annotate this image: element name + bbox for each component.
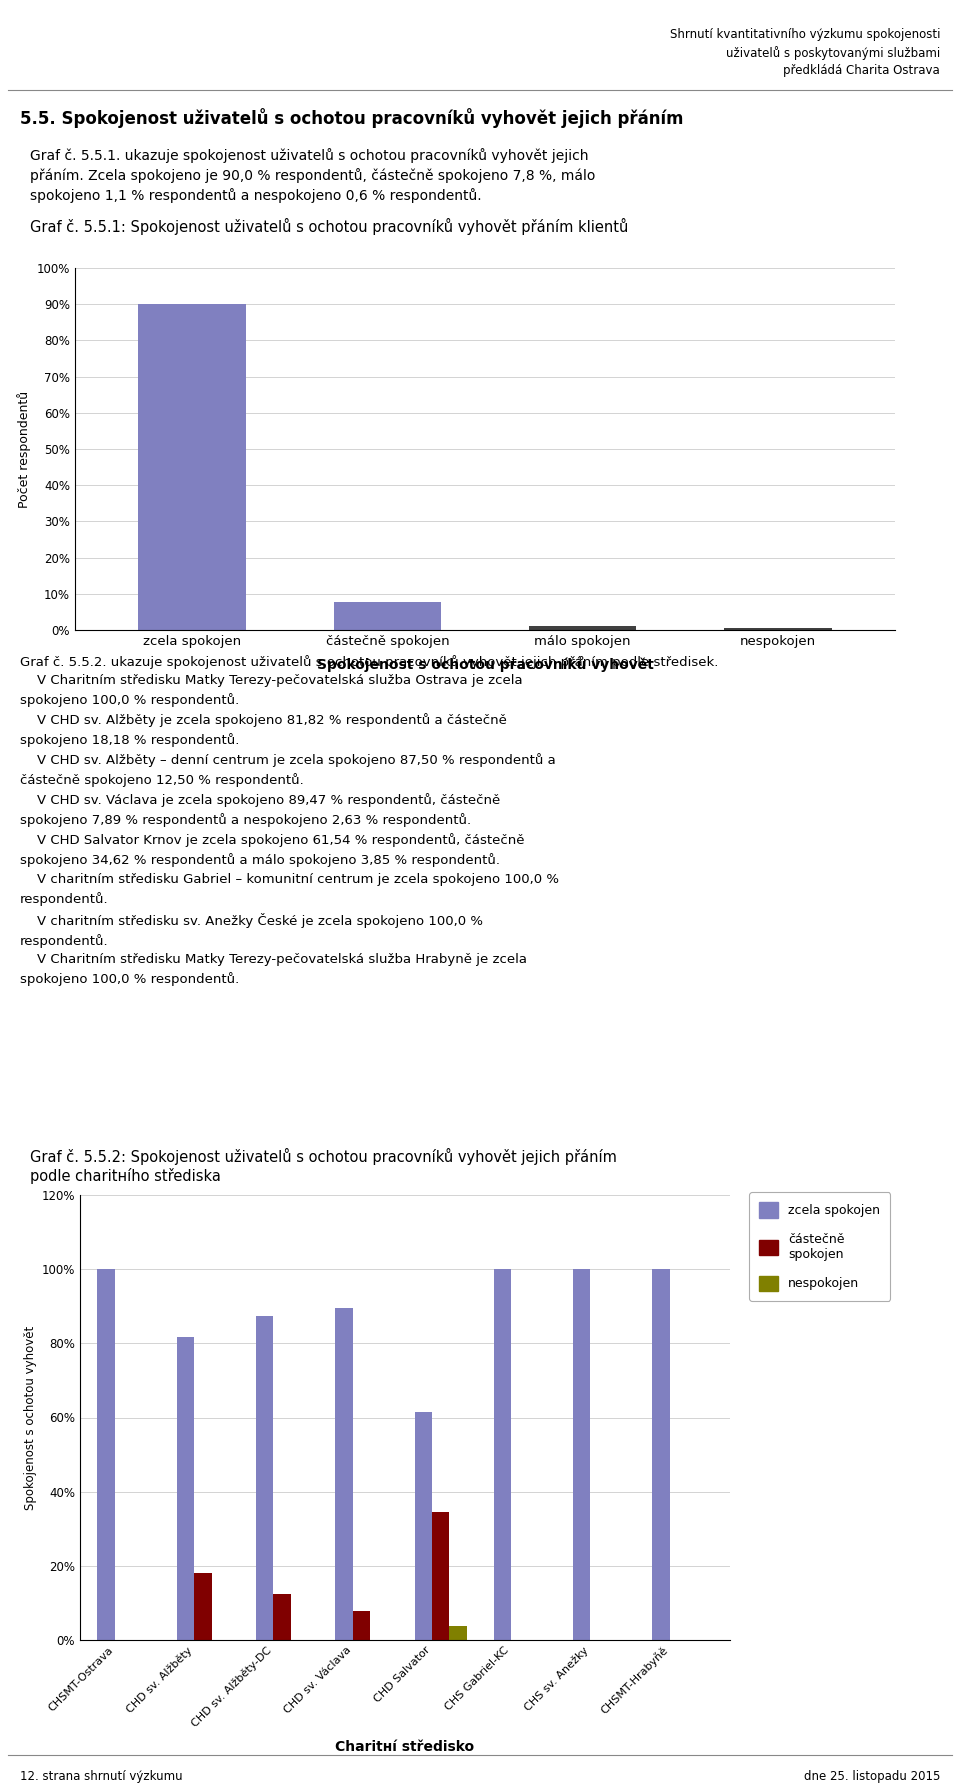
- Bar: [432, 1511, 449, 1640]
- Text: uživatelů s poskytovanými službami: uživatelů s poskytovanými službami: [726, 46, 940, 61]
- Bar: [256, 1316, 274, 1640]
- Bar: [97, 1270, 115, 1640]
- Bar: [724, 629, 831, 630]
- Legend: zcela spokojen, částečně
spokojen, nespokojen: zcela spokojen, částečně spokojen, nespo…: [749, 1193, 890, 1300]
- Text: 12. strana shrnutí výzkumu: 12. strana shrnutí výzkumu: [20, 1770, 182, 1782]
- Text: Graf č. 5.5.1. ukazuje spokojenost uživatelů s ochotou pracovníků vyhovět jejich: Graf č. 5.5.1. ukazuje spokojenost uživa…: [30, 148, 588, 163]
- Bar: [529, 627, 636, 630]
- Bar: [138, 304, 246, 630]
- Bar: [493, 1270, 512, 1640]
- Text: podle charitнího střediska: podle charitнího střediska: [30, 1168, 221, 1184]
- Y-axis label: Spokojenost s ochotou vyhovět: Spokojenost s ochotou vyhovět: [24, 1325, 37, 1509]
- X-axis label: Charitнí středisko: Charitнí středisko: [335, 1740, 474, 1754]
- Text: Graf č. 5.5.2: Spokojenost uživatelů s ochotou pracovníků vyhovět jejich přáním: Graf č. 5.5.2: Spokojenost uživatelů s o…: [30, 1148, 617, 1164]
- Text: spokojeno 1,1 % respondentů a nespokojeno 0,6 % respondentů.: spokojeno 1,1 % respondentů a nespokojen…: [30, 188, 482, 204]
- X-axis label: Spokojenost s ochotou pracovníků vyhovět: Spokojenost s ochotou pracovníků vyhovět: [317, 655, 654, 672]
- Bar: [334, 602, 441, 630]
- Bar: [177, 1336, 194, 1640]
- Bar: [19, 36, 69, 59]
- Text: předkládá Charita Ostrava: předkládá Charita Ostrava: [783, 64, 940, 77]
- Text: Graf č. 5.5.2. ukazuje spokojenost uživatelů s ochotou pracovníků vyhovět jejich: Graf č. 5.5.2. ukazuje spokojenost uživa…: [20, 655, 718, 986]
- Bar: [194, 1573, 211, 1640]
- Bar: [449, 1625, 467, 1640]
- Bar: [573, 1270, 590, 1640]
- Y-axis label: Počet respondentů: Počet respondentů: [17, 391, 32, 507]
- Bar: [652, 1270, 670, 1640]
- Text: Shrnutí kvantitativního výzkumu spokojenosti: Shrnutí kvantitativního výzkumu spokojen…: [669, 29, 940, 41]
- Bar: [352, 1611, 371, 1640]
- Bar: [415, 1411, 432, 1640]
- Bar: [34, 20, 55, 73]
- Bar: [335, 1307, 352, 1640]
- Text: 5.5. Spokojenost uživatelů s ochotou pracovníků vyhovět jejich přáním: 5.5. Spokojenost uživatelů s ochotou pra…: [20, 107, 684, 129]
- Bar: [274, 1593, 291, 1640]
- Text: Charita: Charita: [30, 71, 59, 77]
- Text: Graf č. 5.5.1: Spokojenost uživatelů s ochotou pracovníků vyhovět přáním klientů: Graf č. 5.5.1: Spokojenost uživatelů s o…: [30, 218, 629, 236]
- Text: přáním. Zcela spokojeno je 90,0 % respondentů, částečně spokojeno 7,8 %, málo: přáním. Zcela spokojeno je 90,0 % respon…: [30, 168, 595, 182]
- Text: dne 25. listopadu 2015: dne 25. listopadu 2015: [804, 1770, 940, 1782]
